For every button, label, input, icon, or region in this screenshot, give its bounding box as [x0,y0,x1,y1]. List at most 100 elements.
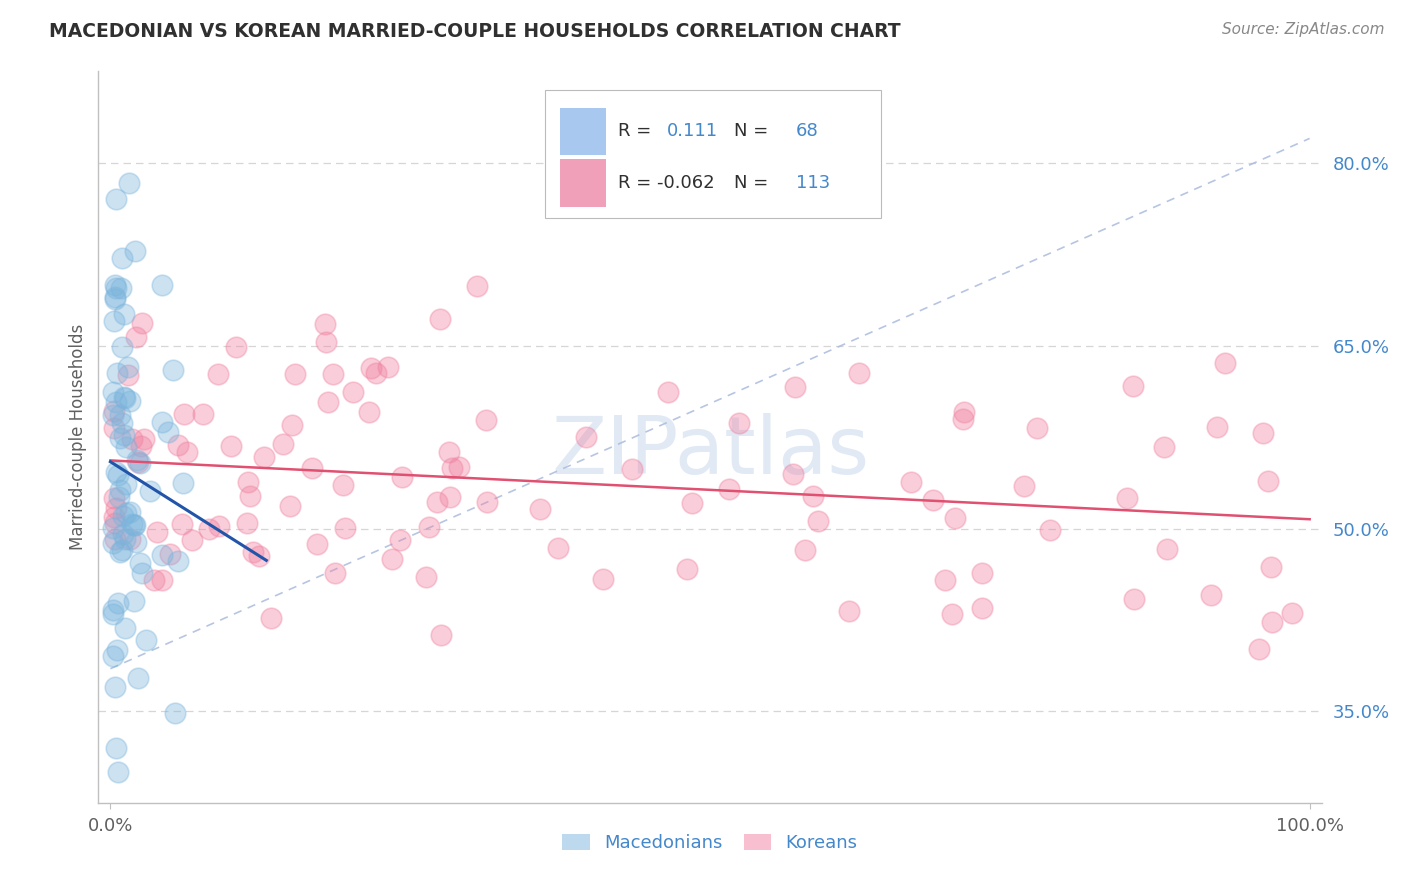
Point [172,475,194,490]
Point [124,244,146,258]
Point [970,566,993,580]
Point [1153,441,1175,455]
Point [1257,475,1279,489]
Point [115,507,138,521]
Text: R =: R = [619,122,651,140]
Point [284,367,307,381]
Point [121,517,143,532]
Point [621,462,644,476]
Point [315,334,337,349]
Point [242,545,264,559]
Point [225,340,247,354]
Point [181,533,204,548]
Point [728,416,751,430]
Point [127,453,149,467]
Point [115,477,138,491]
Point [105,642,128,657]
Point [718,482,741,496]
Point [114,532,136,546]
Point [1199,588,1222,602]
Point [429,312,451,326]
Point [807,514,830,528]
Point [782,467,804,481]
Point [105,740,128,755]
Point [104,290,127,304]
Point [150,415,173,429]
Point [104,277,127,292]
Point [150,548,173,562]
Point [142,573,165,587]
Point [101,603,124,617]
Point [110,281,132,295]
Point [1025,421,1047,435]
Point [793,543,815,558]
Point [439,490,461,504]
Point [101,384,124,399]
Point [103,607,125,622]
Point [953,405,976,419]
Point [107,765,129,780]
Point [107,467,129,482]
Point [124,518,146,533]
Point [103,421,125,435]
Point [207,367,229,381]
Point [447,459,470,474]
Point [117,359,139,374]
Point [107,490,129,504]
Point [1215,355,1237,369]
Point [129,439,152,453]
Point [1260,560,1282,574]
Point [105,192,128,206]
Point [120,505,142,519]
Point [191,407,214,421]
Point [104,516,127,530]
Point [440,460,463,475]
Point [301,461,323,475]
Point [943,511,966,525]
Point [475,413,498,427]
Point [118,393,141,408]
Point [1012,478,1035,492]
Point [260,611,283,625]
Point [111,416,134,430]
Point [783,380,806,394]
Point [104,533,127,547]
Point [112,390,135,404]
Bar [560,159,606,207]
Point [146,525,169,540]
Point [1261,615,1284,630]
Point [101,408,124,422]
Point [247,549,270,563]
Point [364,366,387,380]
Point [108,545,131,559]
Point [166,554,188,568]
Point [575,430,598,444]
Y-axis label: Married-couple Households: Married-couple Households [69,324,87,550]
Point [122,594,145,608]
Point [165,706,187,721]
Point [278,499,301,513]
Point [103,314,125,328]
Point [115,440,138,454]
Point [281,418,304,433]
Point [112,509,135,524]
Point [104,680,127,694]
Point [105,395,128,409]
Text: R = -0.062: R = -0.062 [619,174,714,192]
Point [900,475,922,489]
Point [314,317,336,331]
Point [1122,379,1144,393]
Point [101,648,124,663]
Point [389,533,412,547]
Point [125,535,148,549]
Point [125,330,148,344]
Point [107,596,129,610]
Point [118,532,141,546]
Point [124,518,146,533]
Point [675,562,697,576]
Point [360,361,382,376]
Point [359,405,381,419]
Point [437,445,460,459]
Text: Source: ZipAtlas.com: Source: ZipAtlas.com [1222,22,1385,37]
Point [547,541,569,555]
